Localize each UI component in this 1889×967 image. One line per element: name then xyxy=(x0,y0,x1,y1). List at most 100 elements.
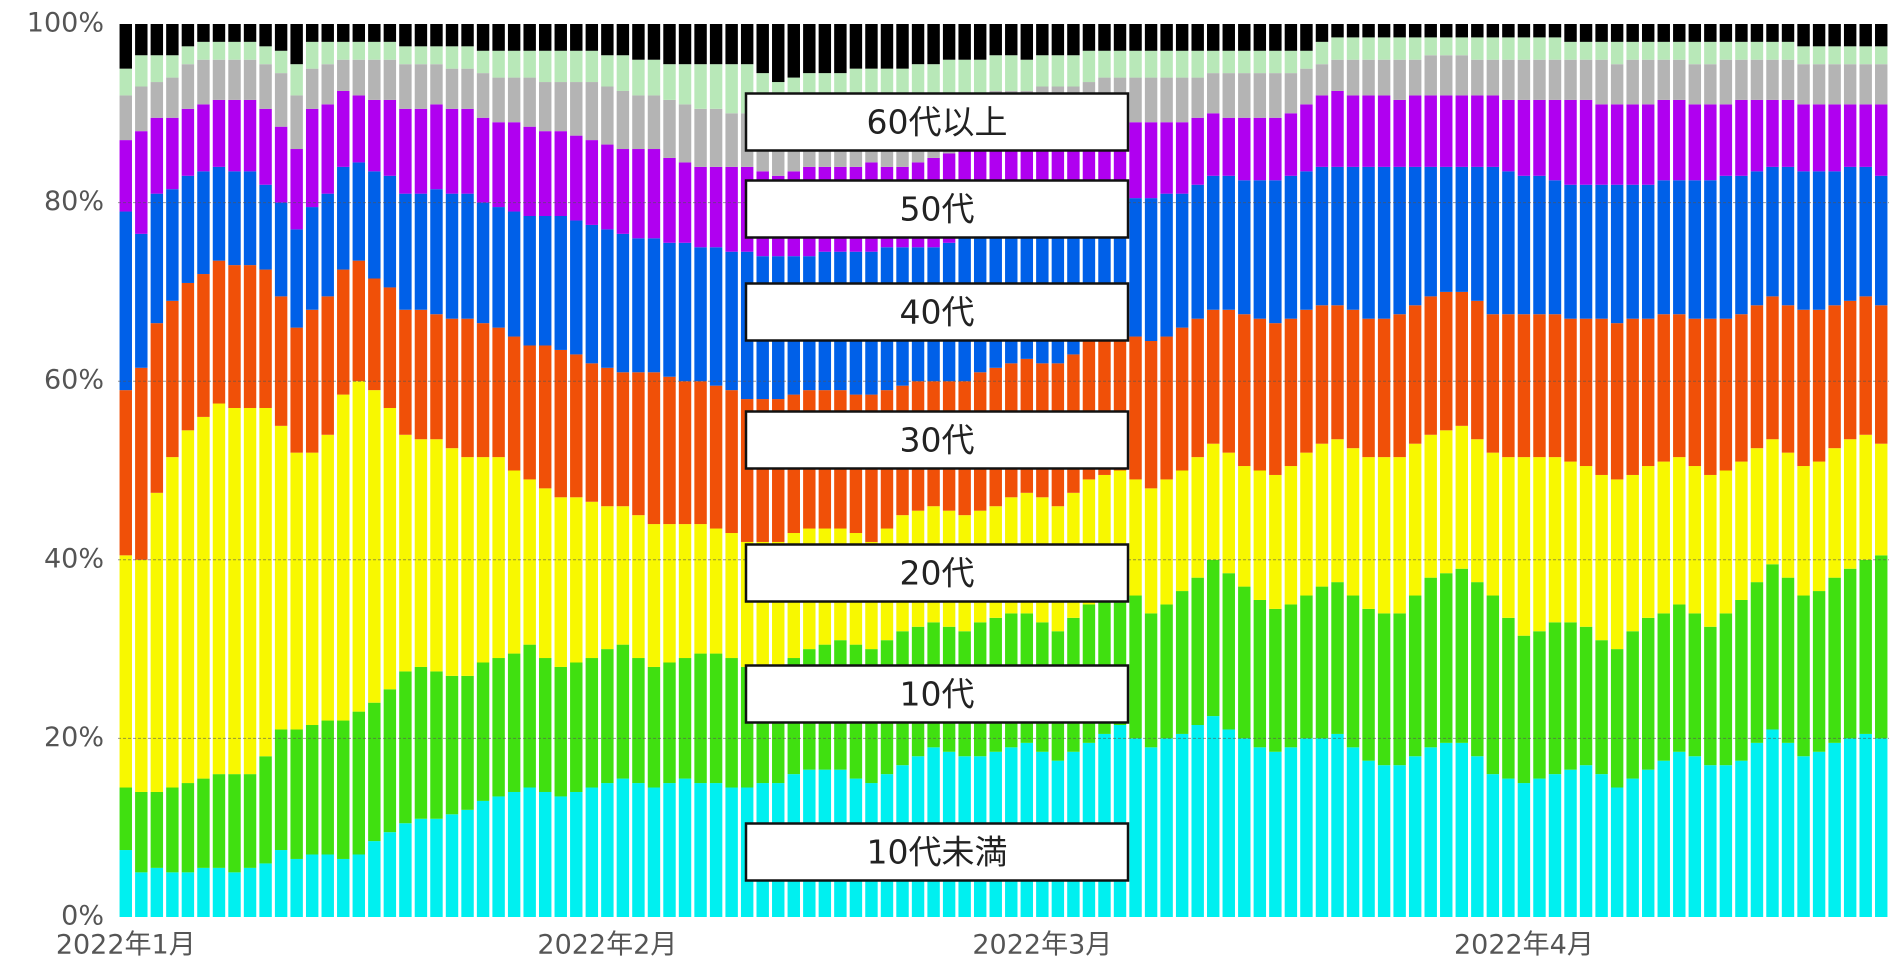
bar-segment xyxy=(1455,166,1468,292)
bar-segment xyxy=(1253,599,1267,748)
bar-segment xyxy=(647,24,661,60)
bar-segment xyxy=(1843,166,1857,301)
bar-segment xyxy=(368,278,381,391)
bar-segment xyxy=(430,64,443,105)
bar-segment xyxy=(243,171,257,266)
bar-segment xyxy=(1440,166,1453,292)
bar-segment xyxy=(1859,733,1872,917)
bar-segment xyxy=(1828,305,1841,449)
bar-segment xyxy=(539,791,552,917)
bar-segment xyxy=(119,850,132,917)
bar-segment xyxy=(1315,586,1329,739)
bar-segment xyxy=(523,787,536,917)
bar-segment xyxy=(321,854,334,917)
y-tick-label: 80% xyxy=(44,186,104,217)
bar-segment xyxy=(1331,439,1344,583)
bar-segment xyxy=(492,658,505,797)
bar-segment xyxy=(166,117,179,190)
bar-segment xyxy=(1440,95,1453,167)
bar-segment xyxy=(1005,24,1018,56)
bar-segment xyxy=(1129,738,1142,917)
bar-segment xyxy=(1471,24,1484,38)
bar-segment xyxy=(1113,24,1127,51)
bar-segment xyxy=(1393,99,1406,167)
bar-segment xyxy=(663,524,676,663)
bar-segment xyxy=(1284,747,1298,917)
bar-segment xyxy=(1564,59,1577,100)
bar-segment xyxy=(678,104,692,163)
bar-segment xyxy=(445,675,459,815)
bar-segment xyxy=(554,24,567,51)
bar-segment xyxy=(445,814,459,917)
bar-segment xyxy=(399,108,412,194)
bar-segment xyxy=(1688,64,1702,105)
bar-segment xyxy=(601,229,614,368)
bar-segment xyxy=(507,336,521,471)
bar-segment xyxy=(1175,50,1189,78)
bar-segment xyxy=(1175,733,1189,917)
bar-segment xyxy=(135,24,148,56)
bar-segment xyxy=(1160,50,1173,78)
bar-segment xyxy=(1610,41,1624,65)
bar-segment xyxy=(1843,64,1857,105)
bar-segment xyxy=(1253,50,1267,74)
bar-segment xyxy=(1766,59,1779,100)
bar-segment xyxy=(368,41,381,60)
bar-segment xyxy=(647,372,661,525)
bar-segment xyxy=(430,46,443,65)
bar-segment xyxy=(1657,461,1670,614)
bar-segment xyxy=(1812,591,1826,752)
bar-segment xyxy=(1300,595,1313,739)
bar-segment xyxy=(1610,24,1624,42)
bar-segment xyxy=(1253,747,1267,917)
bar-segment xyxy=(1082,50,1096,83)
bar-segment xyxy=(228,59,241,100)
bar-segment xyxy=(228,407,241,775)
bar-segment xyxy=(896,24,909,69)
y-tick-label: 0% xyxy=(61,901,104,932)
bar-segment xyxy=(1766,564,1779,730)
bar-segment xyxy=(1548,99,1562,181)
bar-segment xyxy=(570,354,583,498)
bar-segment xyxy=(1471,582,1484,757)
bar-segment xyxy=(1595,184,1608,319)
bar-segment xyxy=(383,832,397,917)
bar-segment xyxy=(1797,309,1810,467)
bar-segment xyxy=(647,59,661,96)
bar-segment xyxy=(1020,59,1034,91)
bar-segment xyxy=(1160,738,1173,917)
bar-segment xyxy=(197,24,210,42)
bar-segment xyxy=(1315,166,1329,306)
bar-segment xyxy=(632,372,645,516)
bar-segment xyxy=(1657,24,1670,42)
bar-segment xyxy=(523,50,536,78)
bar-segment xyxy=(1471,300,1484,440)
bar-segment xyxy=(166,457,179,788)
bar-segment xyxy=(461,675,474,810)
bar-segment xyxy=(212,59,226,100)
bar-segment xyxy=(1331,582,1344,734)
bar-segment xyxy=(1766,166,1779,297)
bar-segment xyxy=(305,108,319,208)
bar-segment xyxy=(1191,24,1204,51)
bar-segment xyxy=(865,24,878,69)
bar-segment xyxy=(492,796,505,917)
bar-segment xyxy=(1843,46,1857,65)
bar-segment xyxy=(585,501,599,659)
bar-segment xyxy=(1781,577,1795,743)
bar-segment xyxy=(507,77,521,123)
bar-segment xyxy=(1098,50,1111,78)
bar-segment xyxy=(197,104,210,172)
bar-segment xyxy=(1797,595,1810,757)
bar-segment xyxy=(585,787,599,917)
bar-segment xyxy=(1331,166,1344,306)
bar-segment xyxy=(1269,323,1282,475)
bar-segment xyxy=(1626,474,1639,632)
bar-segment xyxy=(1253,318,1267,471)
bar-segment xyxy=(383,59,397,100)
bar-segment xyxy=(1750,41,1764,60)
bar-segment xyxy=(1486,95,1500,167)
bar-segment xyxy=(259,64,272,109)
bar-segment xyxy=(321,24,334,42)
bar-segment xyxy=(1626,104,1639,185)
